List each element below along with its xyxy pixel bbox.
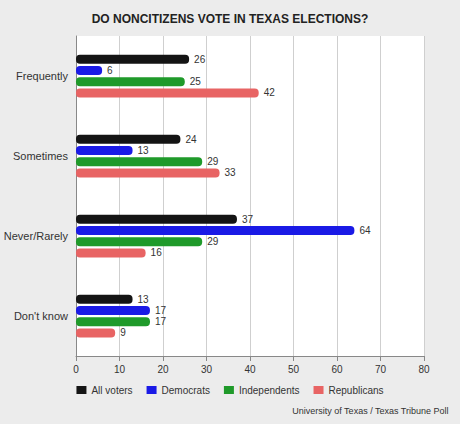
svg-text:40: 40: [244, 364, 256, 375]
svg-text:60: 60: [331, 364, 343, 375]
svg-text:30: 30: [201, 364, 213, 375]
svg-text:Don't know: Don't know: [14, 310, 68, 322]
svg-text:20: 20: [157, 364, 169, 375]
svg-text:37: 37: [242, 214, 254, 225]
svg-text:Republicans: Republicans: [329, 385, 384, 396]
svg-text:16: 16: [151, 247, 163, 258]
svg-text:Frequently: Frequently: [16, 70, 68, 82]
svg-text:29: 29: [207, 156, 219, 167]
svg-text:33: 33: [225, 167, 237, 178]
svg-text:50: 50: [288, 364, 300, 375]
svg-text:Sometimes: Sometimes: [13, 150, 69, 162]
svg-text:80: 80: [418, 364, 430, 375]
svg-text:DO NONCITIZENS VOTE IN TEXAS E: DO NONCITIZENS VOTE IN TEXAS ELECTIONS?: [92, 12, 369, 26]
svg-text:24: 24: [185, 134, 197, 145]
svg-text:13: 13: [138, 294, 150, 305]
svg-text:17: 17: [155, 305, 167, 316]
svg-text:64: 64: [359, 225, 371, 236]
svg-text:University of Texas / Texas Tr: University of Texas / Texas Tribune Poll: [292, 406, 448, 416]
svg-text:13: 13: [138, 145, 150, 156]
svg-text:10: 10: [114, 364, 126, 375]
svg-text:70: 70: [375, 364, 387, 375]
svg-text:0: 0: [73, 364, 79, 375]
svg-text:All voters: All voters: [91, 385, 132, 396]
svg-text:29: 29: [207, 236, 219, 247]
svg-text:Democrats: Democrats: [162, 385, 210, 396]
svg-text:9: 9: [120, 327, 126, 338]
svg-text:42: 42: [264, 87, 276, 98]
svg-text:26: 26: [194, 54, 206, 65]
svg-text:25: 25: [190, 76, 202, 87]
svg-text:6: 6: [107, 65, 113, 76]
svg-text:Independents: Independents: [239, 385, 300, 396]
svg-text:Never/Rarely: Never/Rarely: [4, 230, 69, 242]
svg-text:17: 17: [155, 316, 167, 327]
